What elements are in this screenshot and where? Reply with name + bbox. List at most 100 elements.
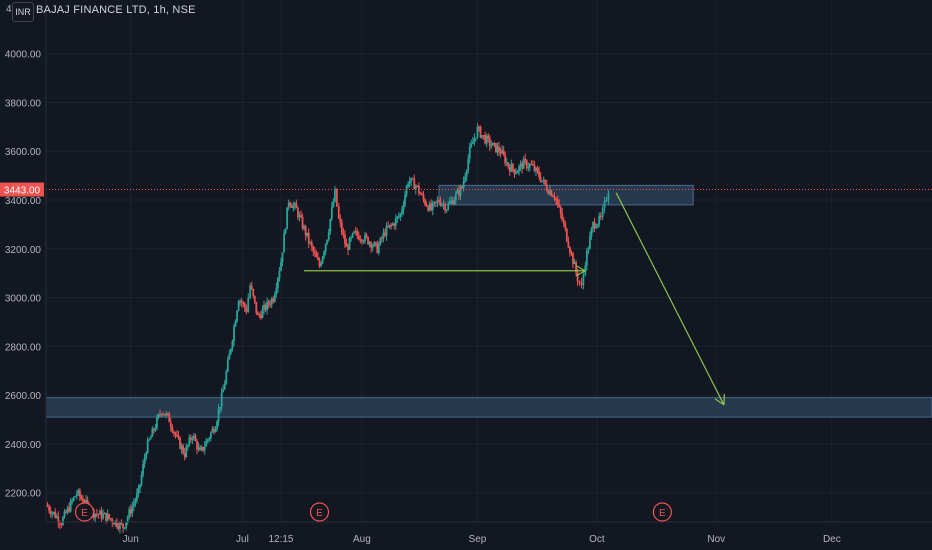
candle-up: [137, 487, 140, 494]
candle-up: [501, 150, 503, 154]
y-tick-label: 2200.00: [5, 489, 42, 500]
candle-up: [62, 517, 64, 526]
candle-down: [413, 178, 416, 190]
candle-down: [289, 202, 292, 206]
candle-down: [256, 312, 259, 315]
candle-up: [598, 215, 601, 225]
candle-up: [222, 389, 225, 393]
candle-up: [188, 437, 191, 446]
y-tick-label: 3000.00: [5, 294, 42, 305]
candle-up: [270, 298, 273, 305]
candle-down: [162, 413, 165, 415]
candle-down: [112, 522, 115, 525]
candle-down: [524, 158, 527, 161]
candle-up: [219, 407, 222, 410]
candle-down: [365, 234, 368, 237]
candle-down: [572, 253, 574, 265]
candle-down: [374, 242, 377, 244]
candle-down: [411, 178, 414, 180]
candle-down: [169, 422, 172, 428]
candle-down: [458, 189, 460, 196]
candle-down: [422, 194, 425, 200]
candle-up: [273, 294, 276, 302]
candle-up: [309, 242, 312, 244]
candle-up: [280, 262, 282, 271]
candle-down: [335, 188, 338, 207]
candle-down: [498, 146, 500, 152]
candle-up: [481, 135, 483, 138]
candle-up: [51, 512, 54, 515]
candle-down: [100, 510, 103, 519]
candle-up: [209, 432, 212, 439]
candle-up: [456, 189, 459, 194]
y-tick-label: 3400.00: [5, 196, 42, 207]
candle-down: [416, 185, 419, 187]
candle-down: [60, 523, 63, 526]
trend-arrow: [615, 192, 725, 406]
candle-down: [495, 143, 497, 153]
candle-down: [255, 301, 258, 313]
candle-down: [478, 126, 480, 128]
candle-down: [545, 184, 548, 191]
candle-down: [317, 257, 319, 260]
earnings-marker-circle: [309, 502, 330, 522]
candle-down: [318, 259, 321, 267]
x-tick-label: Jul: [236, 534, 249, 545]
candle-down: [301, 216, 304, 229]
candle-up: [385, 226, 388, 236]
candle-down: [117, 526, 120, 529]
candle-down: [564, 223, 567, 229]
candle-up: [592, 222, 594, 229]
candle-up: [431, 203, 434, 211]
candle-up: [186, 445, 189, 447]
candle-down: [182, 445, 185, 453]
candle-up: [353, 231, 356, 234]
candle-down: [57, 516, 60, 523]
candle-up: [323, 251, 326, 257]
candle-up: [103, 512, 106, 515]
candle-down: [253, 295, 256, 302]
candle-up: [410, 178, 413, 182]
candle-down: [300, 215, 302, 217]
candle-down: [46, 504, 49, 507]
candle-up: [468, 146, 471, 159]
candle-up: [496, 146, 499, 153]
candle-up: [220, 392, 223, 408]
candle-down: [521, 163, 524, 169]
candle-down: [488, 137, 491, 146]
candle-down: [390, 224, 393, 226]
candle-down: [533, 165, 536, 171]
y-tick-label: 3600.00: [5, 147, 42, 158]
y-tick-label: 4000.00: [5, 50, 42, 61]
candle-up: [94, 513, 97, 518]
candle-down: [508, 167, 511, 172]
candle-down: [213, 428, 215, 433]
candle-up: [102, 514, 104, 519]
candle-up: [459, 186, 462, 196]
candle-up: [528, 164, 531, 168]
currency-badge[interactable]: INR: [12, 2, 34, 22]
candle-up: [203, 446, 206, 451]
candle-down: [553, 196, 556, 199]
candle-up: [391, 223, 394, 226]
earnings-marker-circle: [652, 502, 672, 522]
candle-up: [139, 484, 141, 488]
candle-down: [384, 232, 386, 236]
candle-down: [159, 414, 161, 416]
candle-up: [377, 244, 380, 254]
candle-up: [329, 218, 332, 232]
candle-up: [55, 516, 58, 518]
candle-up: [306, 232, 309, 236]
candle-up: [85, 499, 87, 505]
symbol-title[interactable]: BAJAJ FINANCE LTD, 1h, NSE: [36, 4, 196, 16]
candle-up: [348, 238, 351, 250]
candle-up: [396, 216, 399, 219]
candle-up: [470, 143, 473, 147]
candle-up: [278, 270, 281, 279]
candle-down: [194, 435, 197, 441]
candle-down: [177, 435, 180, 438]
candle-up: [476, 126, 479, 138]
candle-up: [231, 340, 234, 349]
candle-down: [122, 523, 124, 529]
